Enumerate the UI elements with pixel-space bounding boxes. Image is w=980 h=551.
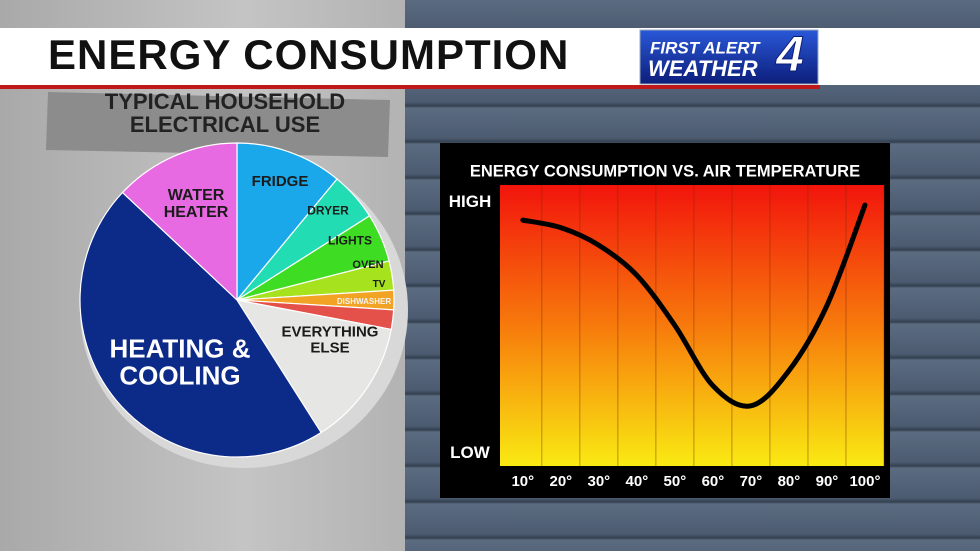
slice-label: DISHWASHER: [336, 296, 392, 306]
x-tick-label: 100°: [849, 473, 880, 490]
logo-line2: WEATHER: [648, 56, 758, 81]
logo-line1: FIRST ALERT: [650, 38, 761, 57]
y-tick-label: LOW: [450, 443, 491, 462]
x-tick-label: 90°: [816, 473, 839, 490]
pie-slice: [235, 299, 392, 434]
header-rule: [0, 85, 820, 89]
x-tick-label: 10°: [511, 473, 534, 490]
x-tick-label: 30°: [588, 473, 611, 490]
pie-slice: [79, 191, 322, 458]
x-tick-label: 60°: [702, 473, 725, 490]
logo-number: 4: [775, 26, 804, 82]
logo-box: [639, 29, 819, 85]
pie-title: TYPICAL HOUSEHOLD ELECTRICAL USE: [104, 89, 346, 138]
x-tick-label: 70°: [740, 473, 763, 490]
x-tick-label: 80°: [778, 473, 801, 490]
curve: [520, 202, 868, 409]
slice-label: LIGHTS: [328, 233, 372, 248]
header-title: ENERGY CONSUMPTION: [48, 31, 569, 78]
slice-label: DRYER: [307, 203, 349, 218]
pie-title-box: [46, 92, 390, 157]
slice-label: TV: [372, 278, 386, 290]
x-tick-label: 20°: [549, 473, 572, 490]
slice-label: EVERYTHING ELSE: [281, 323, 379, 356]
slice-label: WATER HEATER: [163, 187, 229, 221]
pie-slice: [236, 142, 338, 302]
pie-slice: [121, 142, 238, 302]
plot-area: [500, 185, 884, 466]
line-title: ENERGY CONSUMPTION VS. AIR TEMPERATURE: [470, 162, 860, 180]
slice-label: OVEN: [352, 259, 384, 272]
slice-label: HEATING & COOLING: [109, 333, 251, 391]
x-tick-label: 50°: [664, 473, 687, 490]
x-tick-label: 40°: [626, 473, 649, 490]
y-tick-label: HIGH: [449, 192, 492, 211]
slice-label: FRIDGE: [251, 173, 309, 191]
